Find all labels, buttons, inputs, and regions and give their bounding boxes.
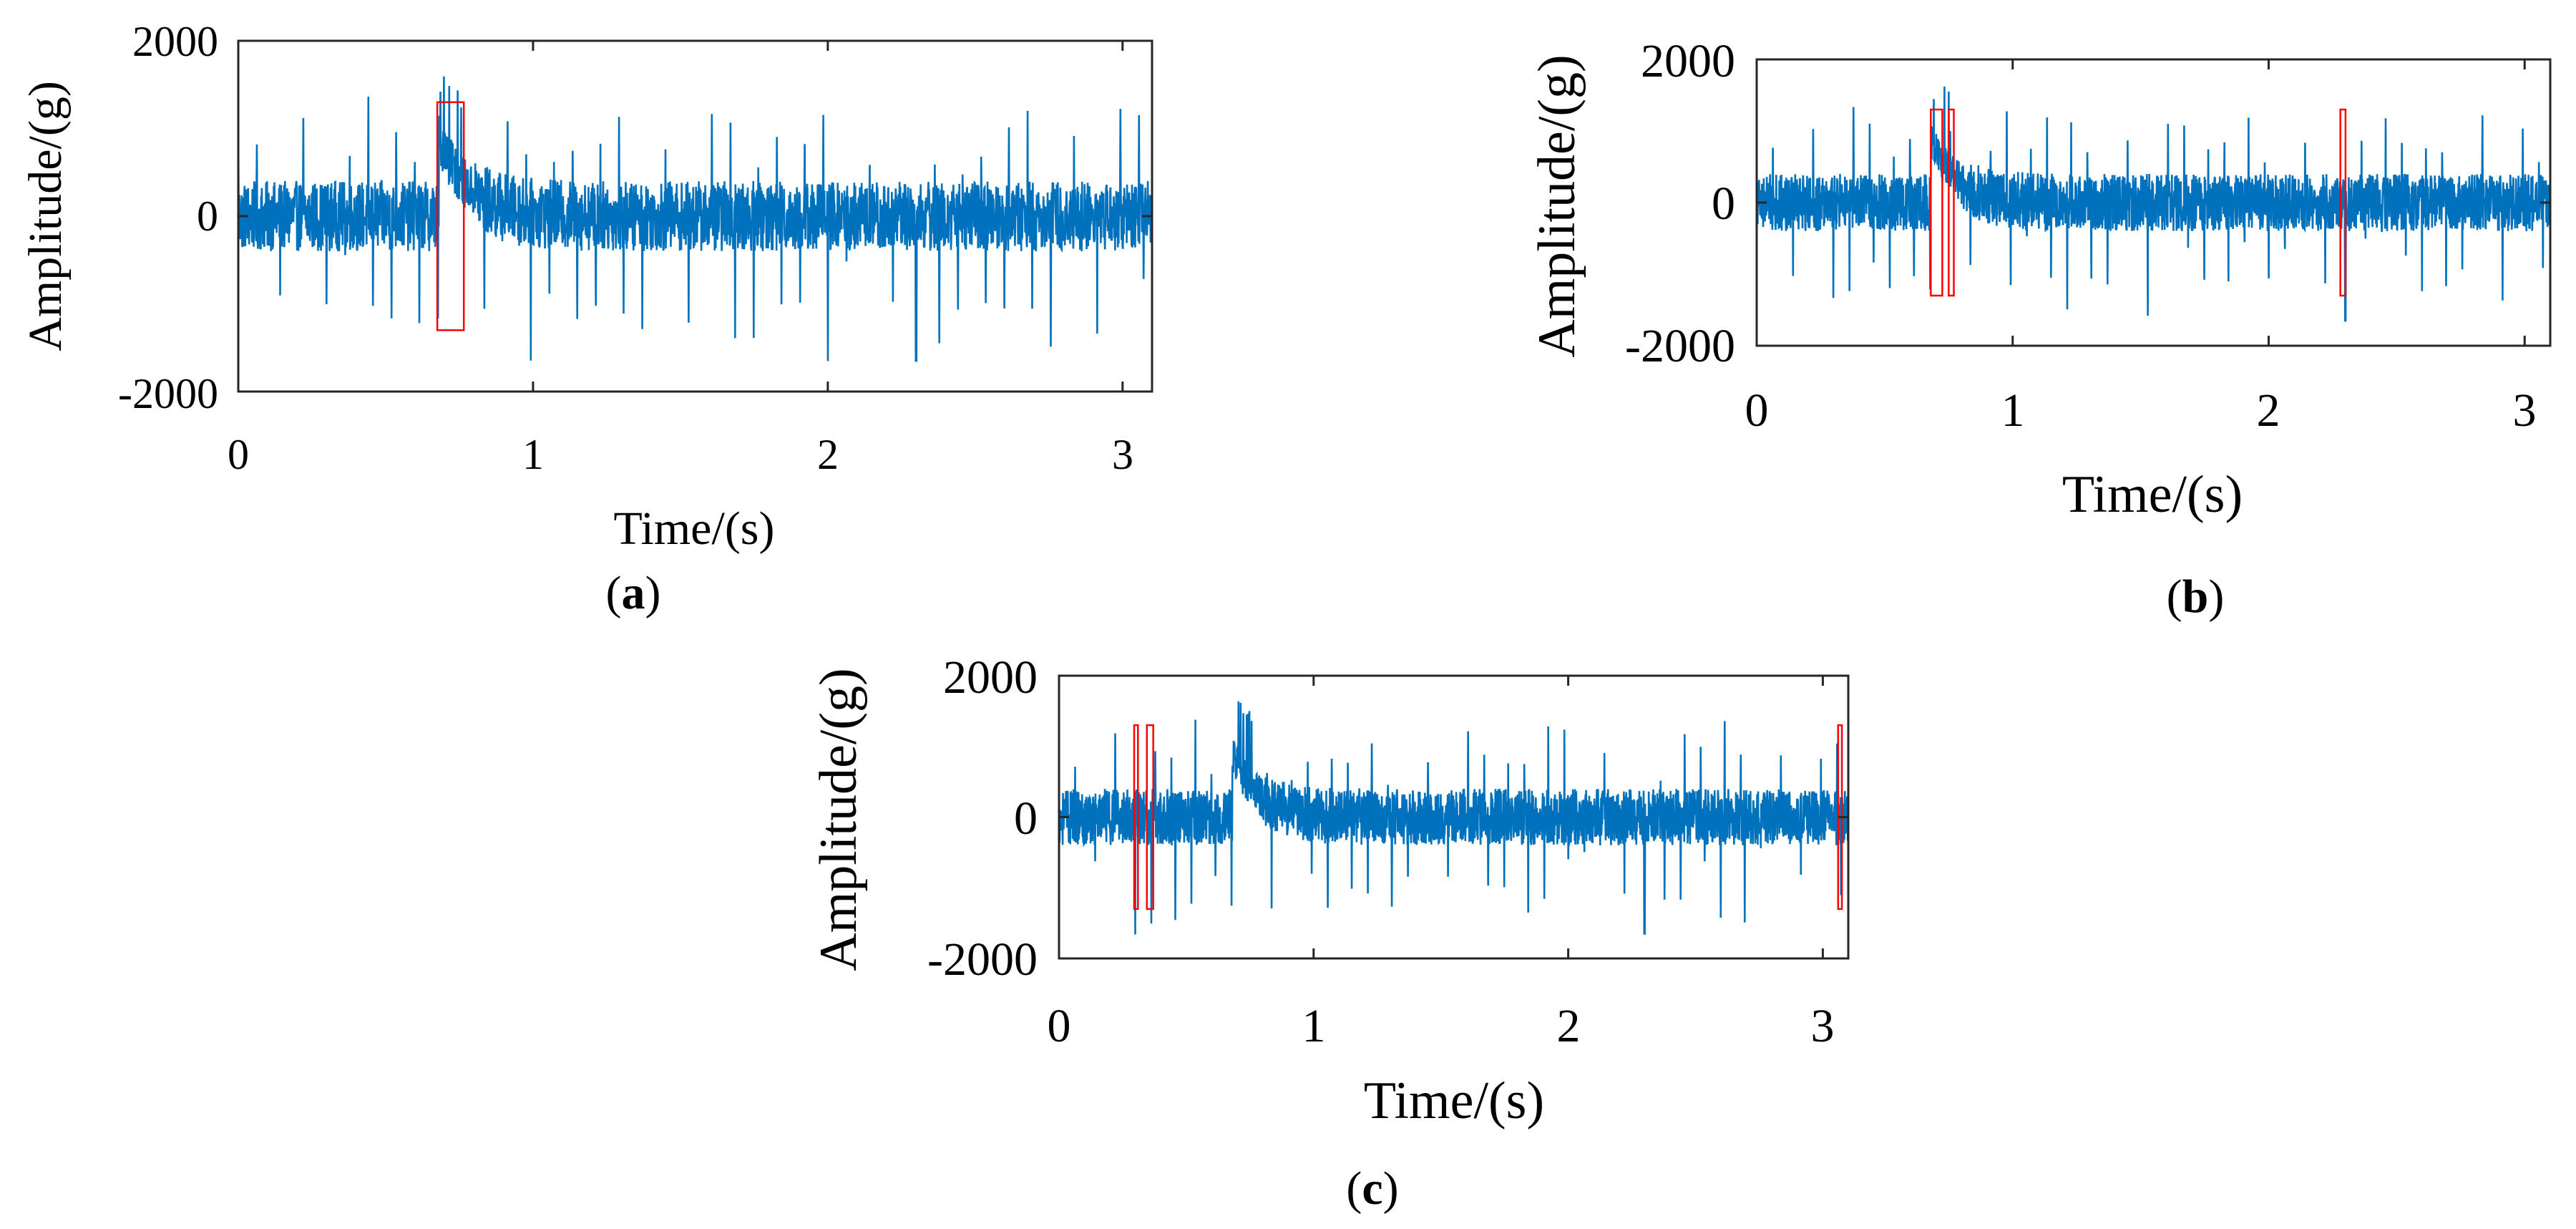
signal-line-c-0 — [1058, 701, 1850, 935]
x-axis-label-c: Time/(s) — [1364, 1072, 1544, 1130]
highlight-box-a-0 — [436, 101, 465, 331]
signal-group-b — [1755, 86, 2552, 322]
highlight-box-b-1 — [1948, 108, 1955, 297]
x-axis-label-b: Time/(s) — [2062, 465, 2243, 524]
highlight-box-b-2 — [2339, 108, 2347, 297]
xtick-label-c-3: 3 — [1811, 1000, 1835, 1052]
xtick-label-a-0: 0 — [228, 431, 249, 478]
xtick-label-a-1: 1 — [522, 431, 544, 478]
ytick-label-a-0: 0 — [197, 193, 218, 240]
xtick-label-a-3: 3 — [1112, 431, 1133, 478]
highlight-box-b-0 — [1930, 108, 1943, 297]
y-axis-label-b: Amplitude/(g) — [1528, 54, 1586, 357]
highlight-box-c-1 — [1146, 724, 1154, 910]
ytick-label-c-neg2000: -2000 — [927, 933, 1038, 986]
highlight-group-b — [1930, 108, 2347, 297]
highlight-group-a — [436, 101, 465, 331]
xtick-label-c-2: 2 — [1557, 1000, 1581, 1052]
signal-group-c — [1058, 701, 1850, 935]
x-axis-label-a: Time/(s) — [614, 502, 775, 555]
ticks-c — [1058, 674, 1848, 960]
signal-line-b-0 — [1755, 86, 2552, 322]
panel-a: 0 1 2 3 2000 0 -2000 Time/(s) Amplitude/… — [19, 18, 1153, 619]
panel-label-b: (b) — [2167, 570, 2225, 623]
panel-label-a: (a) — [606, 567, 661, 619]
xtick-label-b-2: 2 — [2257, 384, 2280, 437]
ytick-label-b-neg2000: -2000 — [1625, 320, 1735, 372]
y-axis-label-a: Amplitude/(g) — [19, 81, 72, 351]
ytick-label-b-2000: 2000 — [1641, 35, 1735, 87]
ytick-label-a-2000: 2000 — [132, 18, 218, 65]
panel-c: 0 1 2 3 2000 0 -2000 Time/(s) Amplitude/… — [809, 651, 1850, 1215]
signal-group-a — [237, 76, 1153, 362]
highlight-box-c-0 — [1133, 724, 1139, 910]
ytick-label-c-2000: 2000 — [943, 651, 1038, 704]
xtick-label-b-3: 3 — [2513, 384, 2537, 437]
ytick-label-c-0: 0 — [1014, 792, 1038, 845]
xtick-label-c-0: 0 — [1048, 1000, 1071, 1052]
ticks-a — [237, 39, 1152, 393]
signal-line-a-0 — [237, 76, 1153, 362]
y-axis-label-c: Amplitude/(g) — [809, 668, 868, 971]
ytick-label-b-0: 0 — [1712, 178, 1735, 230]
xtick-label-a-2: 2 — [817, 431, 839, 478]
xtick-label-b-0: 0 — [1745, 384, 1769, 437]
panel-b: 0 1 2 3 2000 0 -2000 Time/(s) Amplitude/… — [1528, 35, 2552, 623]
panel-label-c: (c) — [1346, 1162, 1398, 1215]
ticks-b — [1755, 58, 2550, 347]
xtick-label-b-1: 1 — [2001, 384, 2025, 437]
xtick-label-c-1: 1 — [1302, 1000, 1326, 1052]
ytick-label-a-neg2000: -2000 — [118, 370, 218, 417]
